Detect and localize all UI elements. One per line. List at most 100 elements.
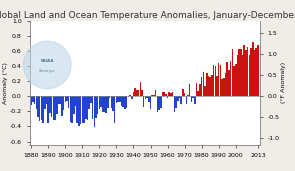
Bar — [94, 96, 95, 127]
Bar — [95, 96, 97, 118]
Bar — [182, 89, 184, 96]
Bar — [90, 96, 92, 103]
Bar — [162, 92, 163, 96]
Bar — [160, 96, 161, 108]
Bar — [70, 96, 71, 122]
Bar — [42, 96, 44, 123]
Y-axis label: Anomaly (°C): Anomaly (°C) — [3, 62, 8, 104]
Bar — [32, 96, 34, 102]
Bar — [114, 96, 115, 123]
Bar — [191, 96, 192, 102]
Bar — [237, 55, 238, 96]
Bar — [245, 50, 247, 96]
Bar — [165, 94, 167, 96]
Bar — [189, 84, 191, 96]
Bar — [223, 78, 224, 96]
Bar — [167, 96, 168, 98]
Bar — [136, 90, 138, 96]
Bar — [135, 88, 136, 96]
Bar — [250, 48, 252, 96]
Bar — [155, 90, 156, 96]
Bar — [61, 96, 63, 116]
Bar — [47, 96, 49, 123]
Bar — [133, 92, 134, 96]
Bar — [82, 96, 83, 123]
Bar — [122, 96, 124, 107]
Circle shape — [35, 52, 60, 77]
Bar — [39, 96, 40, 121]
Bar — [143, 96, 145, 107]
Bar — [112, 96, 114, 111]
Bar — [51, 96, 53, 117]
Bar — [36, 96, 37, 109]
Text: NOAA: NOAA — [40, 59, 54, 63]
Bar — [163, 92, 165, 96]
Bar — [221, 79, 223, 96]
Bar — [109, 96, 110, 98]
Bar — [119, 96, 121, 102]
Bar — [255, 48, 257, 96]
Bar — [66, 96, 68, 101]
Bar — [88, 96, 90, 109]
Bar — [99, 96, 100, 109]
Bar — [59, 96, 61, 104]
Bar — [146, 96, 148, 98]
Bar — [56, 96, 58, 114]
Title: Global Land and Ocean Temperature Anomalies, January-December: Global Land and Ocean Temperature Anomal… — [0, 11, 295, 20]
Bar — [157, 96, 158, 112]
Bar — [252, 42, 253, 96]
Bar — [194, 96, 196, 104]
Bar — [153, 95, 155, 96]
Bar — [111, 96, 112, 108]
Bar — [181, 96, 182, 104]
Bar — [107, 96, 109, 108]
Bar — [116, 96, 117, 103]
Bar — [85, 96, 86, 119]
Bar — [201, 76, 202, 96]
Bar — [225, 73, 226, 96]
Bar — [124, 96, 126, 109]
Bar — [92, 96, 93, 119]
Circle shape — [23, 41, 71, 89]
Bar — [186, 96, 187, 104]
Bar — [129, 95, 131, 96]
Bar — [54, 96, 56, 120]
Text: Climate.gov: Climate.gov — [39, 69, 55, 73]
Bar — [126, 96, 127, 108]
Bar — [206, 73, 207, 96]
Bar — [254, 50, 255, 96]
Bar — [203, 72, 204, 96]
Bar — [175, 96, 177, 108]
Bar — [184, 93, 185, 96]
Bar — [242, 55, 243, 96]
Bar — [131, 96, 132, 99]
Bar — [58, 96, 59, 104]
Bar — [177, 96, 178, 101]
Bar — [104, 96, 105, 112]
Bar — [100, 96, 102, 107]
Bar — [49, 96, 51, 113]
Bar — [80, 96, 81, 124]
Bar — [150, 96, 151, 109]
Bar — [199, 84, 201, 96]
Bar — [257, 45, 259, 96]
Bar — [83, 96, 85, 123]
Bar — [158, 96, 160, 110]
Bar — [128, 96, 129, 97]
Bar — [233, 66, 235, 96]
Bar — [75, 96, 76, 106]
Bar — [209, 77, 211, 96]
Bar — [117, 96, 119, 102]
Bar — [44, 96, 46, 109]
Bar — [151, 95, 153, 96]
Bar — [238, 49, 240, 96]
Bar — [197, 91, 199, 96]
Bar — [63, 96, 64, 110]
Bar — [216, 76, 218, 96]
Bar — [218, 63, 219, 96]
Bar — [208, 76, 209, 96]
Bar — [37, 96, 39, 117]
Bar — [196, 83, 197, 96]
Bar — [214, 66, 216, 96]
Bar — [65, 96, 66, 102]
